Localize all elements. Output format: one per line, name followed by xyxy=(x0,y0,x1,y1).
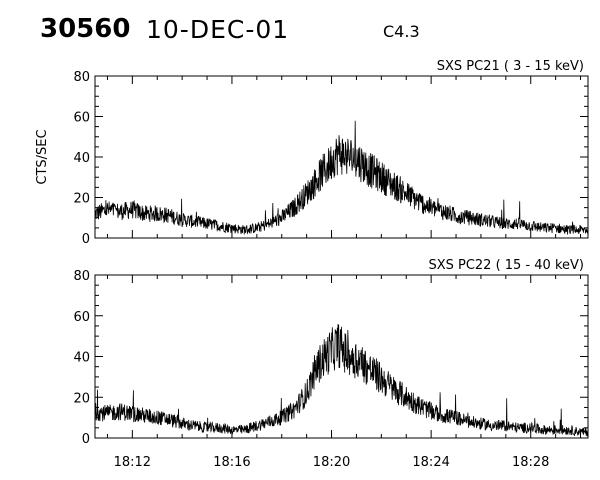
y-axis-label: CTS/SEC xyxy=(35,129,50,184)
y-tick-label: 20 xyxy=(73,391,90,406)
y-tick-label: 80 xyxy=(73,269,90,284)
x-tick-label: 18:20 xyxy=(313,455,350,470)
y-tick-label: 80 xyxy=(73,70,90,85)
y-tick-label: 40 xyxy=(73,351,90,366)
y-tick-label: 20 xyxy=(73,192,90,207)
y-tick-label: 60 xyxy=(73,310,90,325)
event-id: 30560 xyxy=(40,14,131,44)
data-series-line xyxy=(94,323,589,437)
y-tick-label: 40 xyxy=(73,151,90,166)
plot-frame xyxy=(94,274,589,439)
x-tick-label: 18:12 xyxy=(114,455,151,470)
x-tick-label: 18:16 xyxy=(213,455,250,470)
y-tick-label: 0 xyxy=(82,432,90,447)
flare-class: C4.3 xyxy=(383,22,420,41)
x-tick-label: 18:28 xyxy=(512,455,549,470)
y-tick-label: 0 xyxy=(82,232,90,247)
data-series-line xyxy=(94,120,589,235)
event-date: 10-DEC-01 xyxy=(146,15,290,44)
x-tick-label: 18:24 xyxy=(412,455,449,470)
panel-title: SXS PC22 ( 15 - 40 keV) xyxy=(428,258,584,273)
panel-title: SXS PC21 ( 3 - 15 keV) xyxy=(437,59,584,74)
y-tick-label: 60 xyxy=(73,111,90,126)
